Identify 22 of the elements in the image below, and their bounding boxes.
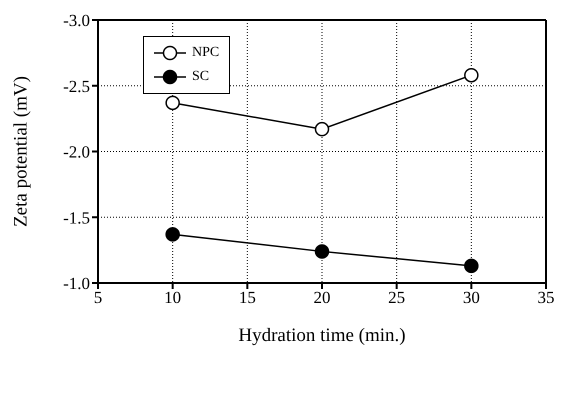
- point: [165, 96, 180, 110]
- point: [165, 227, 180, 242]
- x-tick-label: 15: [238, 288, 256, 308]
- x-tick-label: 5: [94, 288, 102, 308]
- y-tick-label: -1.0: [63, 274, 90, 294]
- y-tick-label: -1.5: [63, 208, 90, 228]
- point: [464, 258, 479, 274]
- x-tick-label: 35: [538, 288, 554, 308]
- point: [314, 244, 330, 259]
- x-tick-label: 30: [462, 288, 480, 308]
- point: [464, 68, 479, 82]
- point: [314, 122, 330, 136]
- y-tick-label: -3.0: [63, 11, 90, 30]
- x-tick-label: 20: [314, 288, 330, 308]
- x-axis-title: Hydration time (min.): [238, 325, 406, 346]
- legend-label: SC: [192, 69, 210, 85]
- y-tick-label: -2.5: [63, 76, 90, 96]
- x-tick-label: 25: [388, 288, 406, 308]
- x-tick-label: 10: [164, 288, 182, 308]
- y-tick-label: -2.0: [63, 142, 90, 162]
- y-axis-title: Zeta potential (mV): [10, 76, 32, 227]
- legend-label: NPC: [192, 45, 220, 61]
